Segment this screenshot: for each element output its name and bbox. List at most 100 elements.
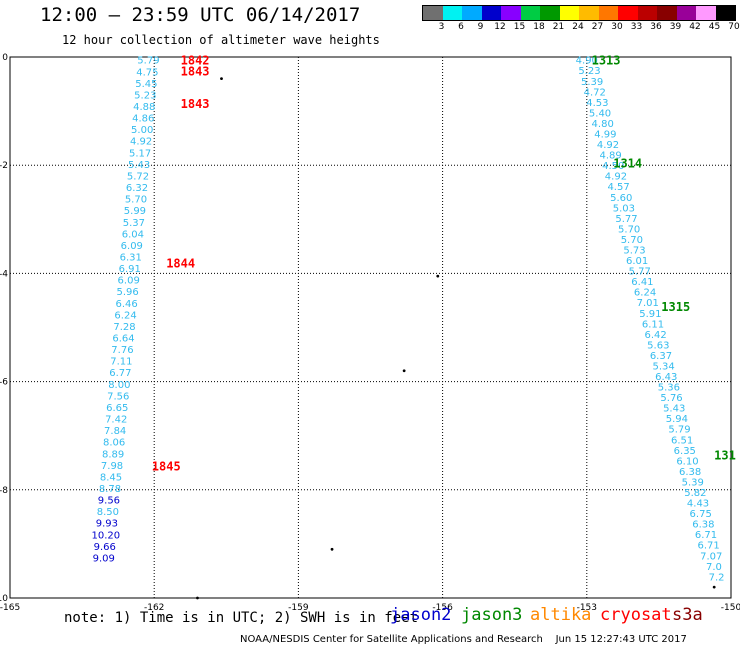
swh-value: 5.45: [135, 79, 157, 90]
swh-value: 4.88: [133, 102, 155, 113]
time-label: 1314: [613, 156, 642, 170]
swh-value: 5.36: [658, 383, 680, 394]
swh-value: 6.09: [121, 241, 143, 252]
swh-value: 4.99: [594, 130, 616, 141]
scale-swatch: [696, 6, 716, 20]
y-tick-label: 0: [2, 53, 8, 63]
swh-value: 6.11: [642, 319, 664, 330]
swh-value: 9.09: [93, 553, 115, 564]
swh-value: 5.43: [128, 160, 150, 171]
x-tick-label: -162: [144, 603, 164, 613]
scale-label: 3: [438, 22, 445, 32]
swh-value: 5.94: [666, 414, 688, 425]
x-tick-label: -165: [0, 603, 20, 613]
swh-value: 6.35: [674, 446, 696, 457]
swh-value: 5.37: [123, 218, 145, 229]
swh-value: 6.64: [112, 334, 134, 345]
scale-swatch: [579, 6, 599, 20]
scale-label: 21: [552, 22, 565, 32]
scale-label: 27: [591, 22, 604, 32]
y-tick-label: -8: [0, 486, 8, 496]
scale-swatch: [501, 6, 521, 20]
scale-swatch: [715, 6, 735, 20]
swh-value: 7.42: [105, 415, 127, 426]
swh-value: 5.40: [589, 108, 611, 119]
swh-value: 7.98: [101, 461, 123, 472]
swh-value: 9.93: [96, 519, 118, 530]
swh-value: 5.82: [684, 488, 706, 499]
scale-label: 9: [477, 22, 484, 32]
swh-value: 5.76: [660, 393, 682, 404]
time-label: 1842: [181, 54, 210, 68]
legend-cryosat: cryosat: [600, 605, 672, 625]
swh-value: 5.99: [124, 206, 146, 217]
swh-value: 4.57: [607, 182, 629, 193]
swh-value: 5.03: [613, 203, 635, 214]
scale-swatch: [559, 6, 579, 20]
scale-swatch: [423, 6, 443, 20]
swh-value: 6.42: [645, 330, 667, 341]
swh-value: 4.43: [687, 499, 709, 510]
scale-label: 12: [494, 22, 506, 32]
scale-swatch: [598, 6, 618, 20]
swh-value: 9.56: [98, 496, 120, 507]
swh-value: 4.92: [130, 137, 152, 148]
swh-value: 7.07: [700, 551, 722, 562]
swh-value: 8.45: [100, 472, 122, 483]
swh-value: 5.34: [652, 361, 674, 372]
island-marker: [196, 596, 199, 600]
swh-value: 6.38: [679, 467, 701, 478]
x-tick-label: -159: [288, 603, 309, 613]
scale-label: 70: [728, 22, 740, 32]
swh-value: 6.51: [671, 435, 693, 446]
scale-swatch: [442, 6, 462, 20]
swh-value: 5.79: [668, 425, 690, 436]
footer-credit: NOAA/NESDIS Center for Satellite Applica…: [240, 634, 687, 645]
swh-value: 5.00: [131, 125, 153, 136]
swh-value: 6.24: [114, 310, 136, 321]
swh-value: 4.72: [584, 87, 606, 98]
x-tick-label: -156: [432, 603, 453, 613]
swh-value: 5.60: [610, 193, 632, 204]
swh-value: 6.38: [692, 520, 714, 531]
swh-value: 5.23: [134, 90, 156, 101]
y-tick-label: -4: [0, 269, 8, 279]
scale-swatch: [520, 6, 540, 20]
scale-swatch: [637, 6, 657, 20]
swh-value: 6.24: [634, 288, 656, 299]
swh-value: 5.77: [629, 267, 651, 278]
swh-value: 6.32: [126, 183, 148, 194]
swh-value: 5.91: [639, 309, 661, 320]
swh-value: 4.75: [136, 67, 158, 78]
legend-jason2: jason2: [390, 605, 452, 625]
swh-value: 6.04: [122, 229, 144, 240]
legend-s3a: s3a: [672, 605, 703, 625]
scale-label: 18: [533, 22, 545, 32]
swh-value: 4.90: [576, 56, 598, 67]
legend-jason3: jason3: [461, 605, 523, 625]
swh-value: 8.89: [102, 449, 124, 460]
swh-value: 6.65: [106, 403, 128, 414]
swh-value: 6.43: [655, 372, 677, 383]
swh-value: 5.70: [125, 195, 147, 206]
y-tick-label: -6: [0, 378, 8, 388]
swh-value: 7.2: [709, 572, 725, 583]
swh-value: 6.77: [109, 368, 131, 379]
swh-value: 4.92: [597, 140, 619, 151]
swh-value: 6.71: [698, 541, 720, 552]
scale-label: 30: [611, 22, 623, 32]
swh-value: 5.79: [137, 56, 159, 67]
swh-value: 6.01: [626, 256, 648, 267]
swh-value: 4.92: [605, 172, 627, 183]
y-tick-label: -2: [0, 161, 8, 171]
swh-value: 5.39: [581, 77, 603, 88]
time-label: 1843: [181, 65, 210, 79]
scale-label: 36: [650, 22, 662, 32]
time-label: 1845: [152, 459, 181, 473]
swh-value: 7.11: [110, 357, 132, 368]
page-title: 12:00 – 23:59 UTC 06/14/2017: [40, 4, 361, 26]
swh-value: 6.10: [676, 456, 698, 467]
swh-value: 8.50: [97, 507, 119, 518]
